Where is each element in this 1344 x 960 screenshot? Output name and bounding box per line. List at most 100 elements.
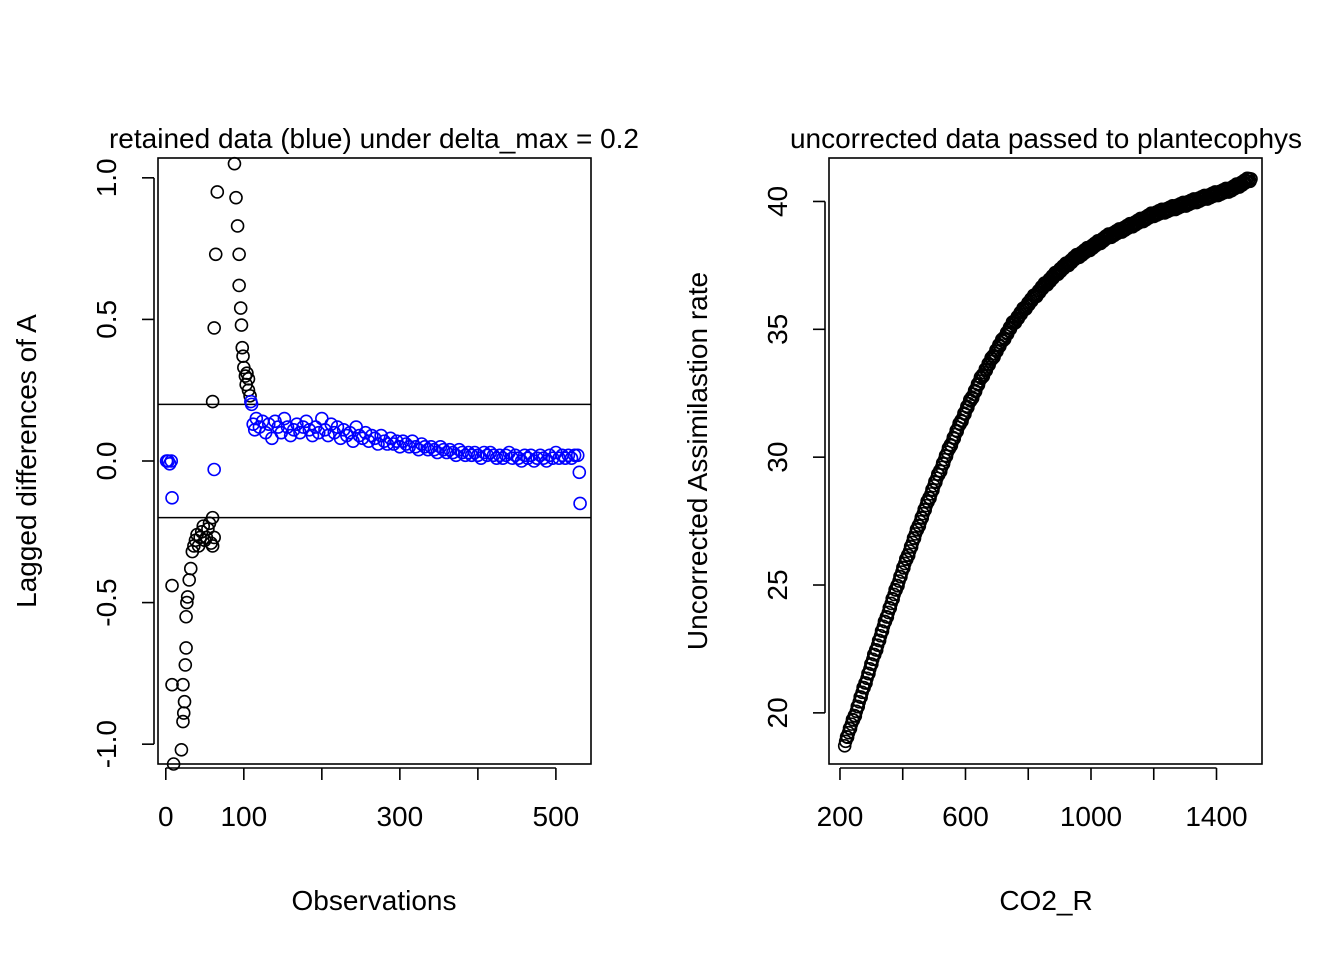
- assimilation-point: [848, 709, 863, 723]
- left-y-axis-label: Lagged differences of A: [11, 314, 42, 608]
- retained-point: [408, 440, 423, 454]
- right-y-axis-label: Uncorrected Assimilastion rate: [682, 272, 713, 650]
- rejected-point: [205, 394, 220, 409]
- retained-point: [477, 445, 491, 460]
- rejected-point: [208, 247, 223, 262]
- left-y-tick-label: 0.5: [91, 300, 122, 339]
- left-data-points: [159, 156, 587, 771]
- retained-point: [511, 451, 526, 465]
- assimilation-point: [862, 666, 876, 681]
- retained-point: [324, 417, 339, 431]
- retained-point: [492, 448, 507, 463]
- retained-point: [249, 411, 264, 426]
- retained-point: [536, 451, 551, 465]
- left-y-axis: -1.0 -0.5 0.0 0.5 1.0: [91, 158, 155, 768]
- rejected-point: [166, 757, 181, 771]
- rejected-point: [165, 677, 179, 692]
- assimilation-point: [869, 643, 884, 657]
- rejected-point: [210, 185, 225, 199]
- rejected-point: [174, 743, 189, 757]
- rejected-point: [176, 677, 190, 692]
- retained-point: [418, 440, 432, 454]
- retained-point: [421, 442, 435, 457]
- retained-point: [499, 448, 513, 463]
- retained-point: [505, 451, 520, 465]
- retained-point: [311, 425, 326, 440]
- retained-point: [165, 491, 179, 505]
- left-x-tick-label: 0: [158, 801, 174, 832]
- left-plot-title: retained data (blue) under delta_max = 0…: [109, 123, 639, 154]
- retained-point: [261, 417, 276, 431]
- right-y-tick-label: 40: [762, 186, 793, 217]
- assimilation-point: [891, 578, 905, 593]
- rejected-point: [165, 578, 179, 593]
- assimilation-rate-plot: uncorrected data passed to plantecophys …: [682, 123, 1302, 916]
- right-y-axis: 20 25 30 35 40: [762, 186, 826, 728]
- retained-point: [305, 428, 320, 443]
- retained-point: [570, 448, 585, 463]
- retained-point: [290, 417, 304, 431]
- right-y-tick-label: 35: [762, 314, 793, 345]
- assimilation-point: [875, 624, 890, 638]
- rejected-point: [227, 156, 242, 171]
- rejected-point: [177, 694, 192, 709]
- left-x-tick-label: 500: [533, 801, 580, 832]
- rejected-point: [235, 340, 250, 355]
- retained-point: [277, 411, 292, 426]
- assimilation-point: [854, 690, 868, 704]
- retained-point: [280, 420, 295, 434]
- rejected-point: [232, 278, 246, 293]
- rejected-point: [232, 247, 246, 262]
- assimilation-point: [872, 633, 887, 648]
- retained-point: [436, 442, 451, 457]
- rejected-point: [207, 321, 221, 335]
- right-y-tick-label: 25: [762, 569, 793, 600]
- rejected-point: [230, 219, 245, 233]
- left-x-axis-label: Observations: [292, 885, 457, 916]
- rejected-point: [179, 609, 193, 624]
- retained-point: [521, 451, 535, 465]
- retained-point: [164, 454, 179, 468]
- rejected-point: [233, 301, 248, 315]
- retained-point: [371, 437, 385, 451]
- right-x-axis: 200 600 1000 1400: [817, 767, 1248, 832]
- right-data-points: [837, 171, 1258, 753]
- right-y-tick-label: 30: [762, 442, 793, 473]
- left-plot-frame: [157, 157, 592, 765]
- retained-point: [207, 462, 221, 477]
- retained-point: [464, 448, 479, 463]
- right-x-tick-label: 200: [817, 801, 864, 832]
- retained-point: [530, 451, 544, 465]
- assimilation-point: [883, 601, 898, 615]
- rejected-point: [180, 595, 194, 610]
- retained-point: [573, 496, 587, 511]
- lagged-differences-plot: retained data (blue) under delta_max = 0…: [11, 123, 639, 916]
- rejected-point: [207, 530, 221, 545]
- left-x-axis: 0 100 300 500: [158, 767, 580, 832]
- left-y-tick-label: -1.0: [91, 720, 122, 768]
- retained-point: [244, 397, 259, 412]
- assimilation-point: [865, 657, 879, 671]
- right-x-axis-label: CO2_R: [999, 885, 1092, 916]
- right-plot-title: uncorrected data passed to plantecophys: [790, 123, 1302, 154]
- right-y-tick-label: 20: [762, 697, 793, 728]
- rejected-point: [176, 714, 190, 729]
- rejected-point: [183, 561, 198, 576]
- assimilation-point: [851, 699, 866, 714]
- retained-point: [399, 437, 413, 451]
- rejected-point: [180, 590, 195, 604]
- right-x-tick-label: 600: [942, 801, 989, 832]
- left-y-tick-label: 1.0: [91, 158, 122, 197]
- assimilation-point: [1244, 172, 1258, 186]
- assimilation-point: [894, 569, 908, 584]
- left-x-tick-label: 300: [376, 801, 423, 832]
- assimilation-point: [886, 592, 900, 606]
- retained-point: [439, 445, 454, 460]
- rejected-point: [243, 389, 257, 403]
- retained-point: [489, 451, 504, 465]
- right-x-tick-label: 1400: [1185, 801, 1247, 832]
- retained-point: [564, 451, 579, 465]
- rejected-point: [178, 658, 193, 672]
- retained-point: [461, 445, 476, 460]
